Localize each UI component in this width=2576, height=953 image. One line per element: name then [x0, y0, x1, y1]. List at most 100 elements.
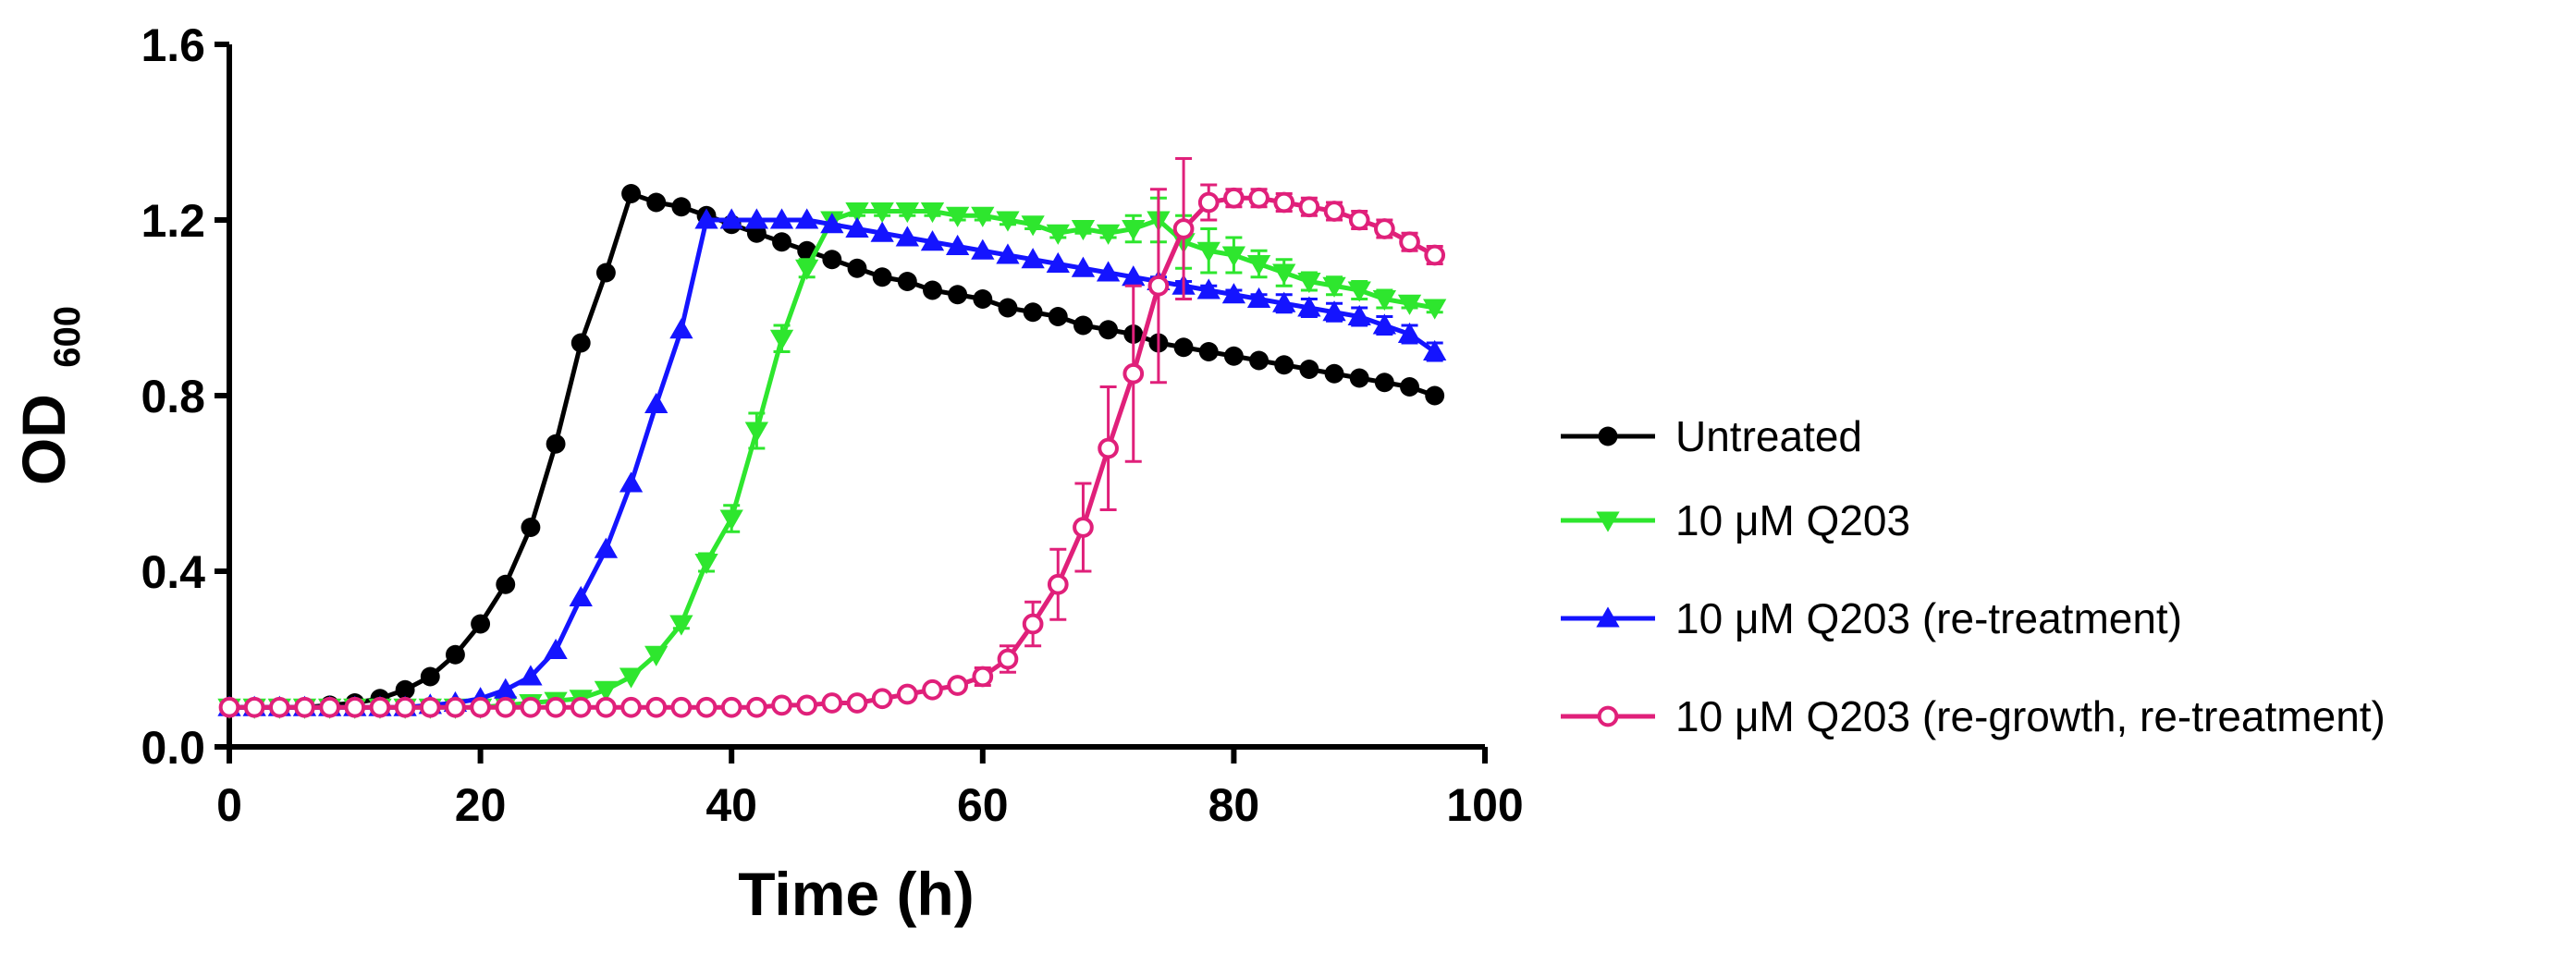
data-point — [996, 243, 1020, 264]
data-point — [822, 250, 842, 270]
series-2 — [217, 208, 1447, 716]
data-point — [471, 614, 491, 634]
data-point — [1272, 291, 1296, 312]
data-point — [520, 696, 542, 718]
legend-label: 10 μM Q203 — [1675, 496, 1910, 544]
series-3 — [218, 157, 1446, 718]
data-point — [1272, 263, 1296, 285]
data-point — [1122, 220, 1146, 241]
legend-label: Untreated — [1675, 412, 1862, 460]
data-point — [594, 680, 619, 702]
data-point — [344, 696, 366, 718]
data-point — [719, 509, 743, 531]
data-point — [1297, 296, 1321, 317]
legend-label: 10 μM Q203 (re-growth, re-treatment) — [1675, 692, 2386, 740]
data-point — [495, 696, 517, 718]
data-point — [1248, 187, 1270, 209]
data-point — [821, 692, 843, 714]
data-point — [795, 259, 819, 280]
data-point — [1223, 187, 1245, 209]
data-point — [1323, 201, 1345, 222]
data-point — [494, 678, 518, 699]
data-point — [1322, 300, 1346, 322]
data-point — [645, 696, 668, 718]
data-point — [1297, 273, 1321, 294]
data-point — [1374, 218, 1395, 239]
data-point — [945, 234, 970, 255]
data-point — [1397, 294, 1422, 315]
data-point — [845, 216, 869, 238]
data-point — [1022, 613, 1044, 635]
data-point — [1221, 246, 1246, 267]
data-point — [720, 696, 742, 718]
data-point — [644, 645, 669, 666]
data-point — [1372, 313, 1397, 335]
data-point — [971, 238, 995, 260]
data-point — [546, 434, 566, 454]
data-point — [744, 208, 769, 229]
data-point — [922, 678, 943, 701]
x-axis-title: Time (h) — [738, 860, 974, 928]
x-tick-label: 0 — [216, 779, 242, 831]
data-point — [594, 537, 619, 558]
data-point — [1273, 191, 1295, 214]
data-point — [920, 202, 945, 224]
data-point — [243, 696, 265, 718]
data-point — [1298, 196, 1320, 218]
data-point — [619, 667, 644, 689]
data-point — [619, 471, 644, 493]
legend: Untreated 10 μM Q203 10 μM Q203 (re-treatm… — [1561, 412, 2386, 740]
y-tick-label: 0.4 — [141, 546, 205, 598]
data-point — [694, 208, 718, 229]
legend-item: Untreated — [1561, 412, 1862, 460]
data-point — [1425, 385, 1445, 406]
data-point — [1047, 573, 1069, 595]
data-point — [1347, 281, 1371, 302]
data-point — [744, 422, 769, 443]
x-tick-label: 20 — [455, 779, 507, 831]
data-point — [1147, 275, 1170, 297]
data-point — [395, 679, 415, 700]
data-point — [669, 615, 693, 636]
data-point — [1223, 346, 1244, 366]
data-point — [769, 329, 794, 350]
x-tick-label: 100 — [1446, 779, 1523, 831]
data-point — [971, 206, 995, 227]
data-point — [1071, 256, 1096, 277]
y-tick-label: 0.0 — [141, 722, 205, 774]
data-point — [920, 230, 945, 251]
data-point — [1246, 255, 1271, 276]
legend-item: 10 μM Q203 (re-treatment) — [1561, 594, 2182, 642]
data-point — [496, 574, 516, 594]
data-point — [595, 263, 616, 283]
data-point — [620, 696, 642, 718]
data-point — [419, 696, 441, 718]
data-point — [670, 696, 693, 718]
data-point — [846, 692, 868, 714]
data-point — [644, 392, 669, 413]
data-point — [694, 554, 718, 575]
data-point — [796, 694, 818, 716]
data-point — [897, 272, 917, 291]
data-point — [1048, 307, 1068, 326]
data-point — [998, 298, 1018, 318]
data-point — [1198, 342, 1219, 361]
series-line — [229, 217, 1437, 710]
data-point — [771, 694, 792, 716]
data-point — [669, 318, 693, 339]
legend-marker — [1597, 705, 1619, 727]
data-point — [519, 665, 543, 686]
data-point — [1349, 368, 1369, 388]
data-point — [973, 289, 993, 309]
data-point — [569, 585, 593, 606]
legend-marker — [1598, 426, 1618, 446]
series-1 — [217, 196, 1447, 719]
data-point — [695, 696, 718, 718]
data-point — [719, 208, 743, 229]
data-point — [1424, 244, 1446, 266]
data-point — [1324, 363, 1344, 384]
data-point — [545, 696, 567, 718]
data-point — [521, 518, 541, 537]
data-point — [1122, 265, 1146, 287]
data-point — [847, 258, 867, 278]
